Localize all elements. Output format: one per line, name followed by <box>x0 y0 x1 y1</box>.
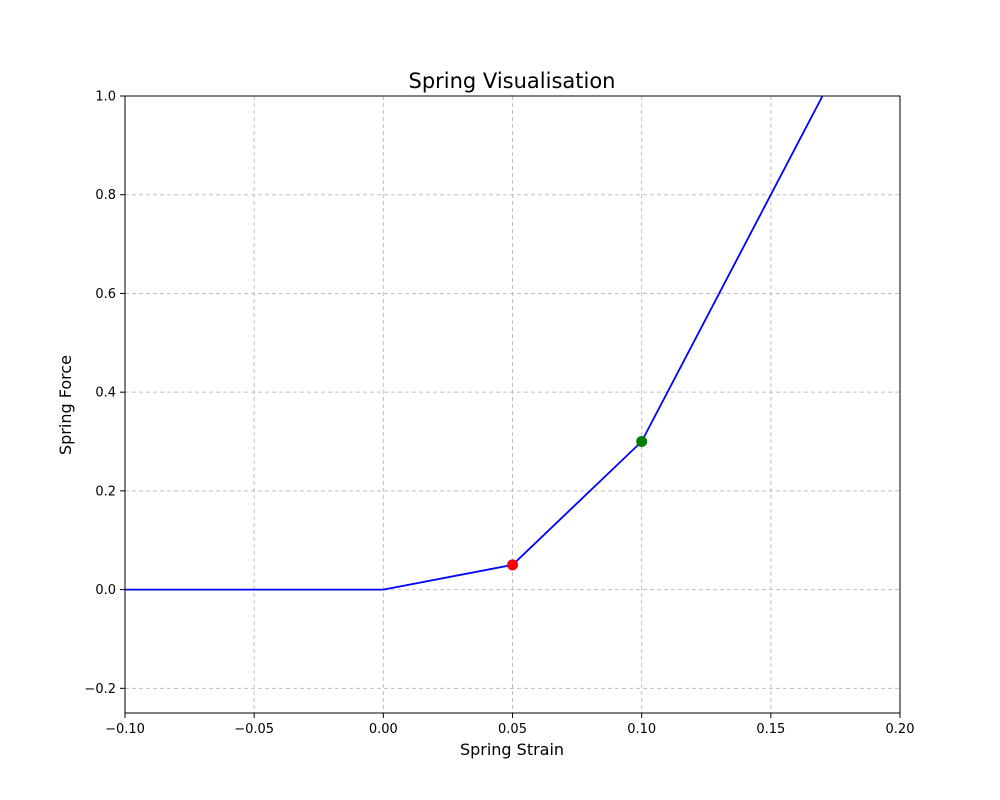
y-tick-label: 0.2 <box>95 484 116 499</box>
x-tick-label: 0.10 <box>627 722 656 737</box>
y-axis-label: Spring Force <box>56 355 75 455</box>
x-tick-label: −0.05 <box>234 722 274 737</box>
tick-layer: −0.10 −0.05 0.00 0.05 0.10 0.15 0.20 −0.2 0.0 0.2… <box>84 90 914 738</box>
x-tick-label: 0.05 <box>498 722 527 737</box>
y-tick-label: 0.0 <box>95 583 116 598</box>
x-tick-label: −0.10 <box>105 722 145 737</box>
y-tick-label: 1.0 <box>95 90 116 105</box>
data-point-marker <box>507 559 518 571</box>
y-tick-label: 0.6 <box>95 287 116 302</box>
marker-layer <box>507 436 648 571</box>
chart-title: Spring Visualisation <box>408 69 615 93</box>
x-tick-label: 0.15 <box>756 722 785 737</box>
y-tick-label: 0.4 <box>95 386 116 401</box>
x-tick-label: 0.20 <box>886 722 915 737</box>
x-tick-label: 0.00 <box>369 722 398 737</box>
y-tick-label: −0.2 <box>84 682 116 697</box>
data-point-marker <box>636 436 648 448</box>
y-tick-label: 0.8 <box>95 188 116 203</box>
x-axis-label: Spring Strain <box>460 740 564 759</box>
